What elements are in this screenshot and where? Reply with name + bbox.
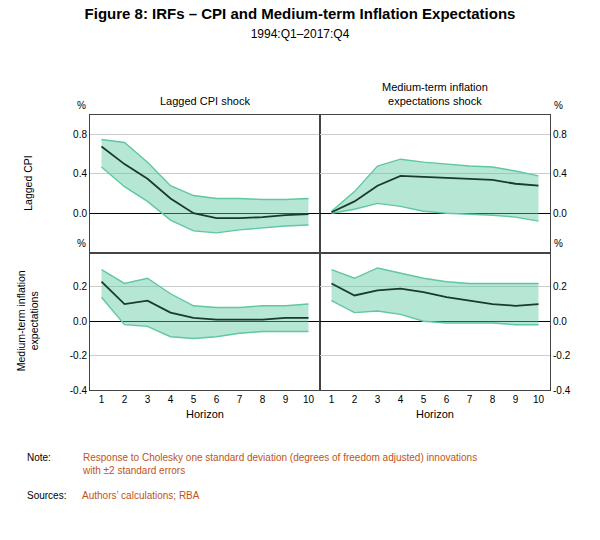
svg-text:-0.4: -0.4	[553, 385, 571, 396]
svg-text:8: 8	[260, 394, 266, 405]
svg-text:Lagged CPI: Lagged CPI	[22, 155, 34, 210]
svg-text:Medium-term inflationexpectati: Medium-term inflationexpectations	[15, 270, 41, 371]
svg-text:2: 2	[352, 394, 358, 405]
svg-text:10: 10	[303, 394, 315, 405]
svg-text:0.4: 0.4	[553, 168, 567, 179]
svg-text:5: 5	[421, 394, 427, 405]
svg-text:Horizon: Horizon	[416, 408, 454, 420]
svg-text:0.0: 0.0	[73, 208, 87, 219]
svg-text:1: 1	[99, 394, 105, 405]
svg-text:%: %	[554, 238, 563, 249]
svg-text:2: 2	[122, 394, 128, 405]
svg-text:Horizon: Horizon	[186, 408, 224, 420]
svg-text:Response to Cholesky one stand: Response to Cholesky one standard deviat…	[82, 452, 477, 476]
svg-text:8: 8	[490, 394, 496, 405]
svg-text:-0.2: -0.2	[70, 350, 88, 361]
svg-text:Sources:: Sources:	[27, 490, 66, 501]
svg-text:4: 4	[168, 394, 174, 405]
svg-text:0.4: 0.4	[73, 168, 87, 179]
svg-text:-0.4: -0.4	[70, 385, 88, 396]
svg-text:10: 10	[533, 394, 545, 405]
svg-text:Lagged CPI shock: Lagged CPI shock	[160, 95, 250, 107]
svg-text:Note:: Note:	[27, 452, 51, 463]
svg-text:Authors’ calculations; RBA: Authors’ calculations; RBA	[82, 490, 200, 501]
svg-text:0.0: 0.0	[553, 208, 567, 219]
svg-text:3: 3	[375, 394, 381, 405]
svg-text:9: 9	[513, 394, 519, 405]
svg-text:0.8: 0.8	[553, 129, 567, 140]
svg-text:0.8: 0.8	[73, 129, 87, 140]
svg-text:0.0: 0.0	[73, 316, 87, 327]
svg-text:3: 3	[145, 394, 151, 405]
svg-text:7: 7	[237, 394, 243, 405]
svg-text:6: 6	[444, 394, 450, 405]
svg-text:0.2: 0.2	[73, 281, 87, 292]
svg-text:0.2: 0.2	[553, 281, 567, 292]
svg-text:%: %	[77, 100, 86, 111]
svg-text:9: 9	[283, 394, 289, 405]
svg-text:%: %	[77, 238, 86, 249]
svg-text:Figure 8: IRFs – CPI and Mediu: Figure 8: IRFs – CPI and Medium-term Inf…	[85, 5, 516, 42]
svg-text:6: 6	[214, 394, 220, 405]
svg-text:%: %	[554, 100, 563, 111]
svg-text:4: 4	[398, 394, 404, 405]
svg-text:Medium-term inflationexpectati: Medium-term inflationexpectations shock	[382, 81, 488, 107]
svg-text:5: 5	[191, 394, 197, 405]
svg-text:0.0: 0.0	[553, 316, 567, 327]
svg-text:7: 7	[467, 394, 473, 405]
svg-text:1: 1	[329, 394, 335, 405]
svg-text:-0.2: -0.2	[553, 350, 571, 361]
